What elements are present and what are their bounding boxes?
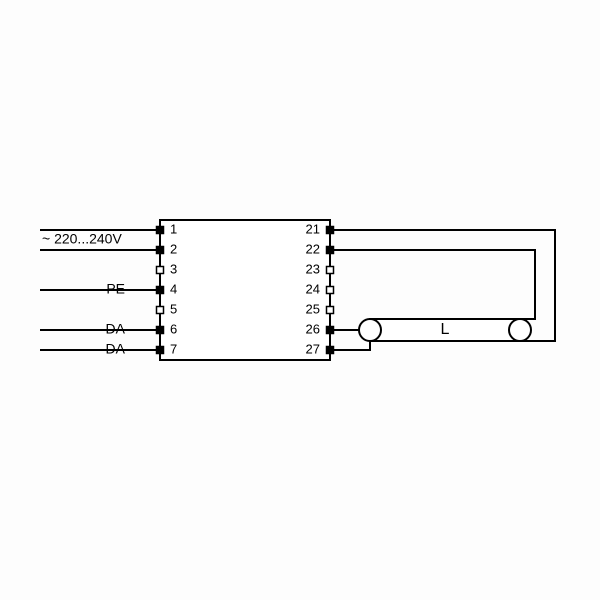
lamp-label: L	[441, 321, 450, 338]
right-terminal-25	[327, 307, 334, 314]
left-terminal-num-7: 7	[170, 341, 177, 356]
right-terminal-num-27: 27	[306, 341, 320, 356]
right-terminal-num-21: 21	[306, 221, 320, 236]
left-terminal-5	[157, 307, 164, 314]
left-terminal-num-6: 6	[170, 321, 177, 336]
ballast-box	[160, 220, 330, 360]
left-terminal-num-2: 2	[170, 241, 177, 256]
left-terminal-num-1: 1	[170, 221, 177, 236]
wire-27-to-lamp	[330, 341, 370, 350]
lamp-end-right	[509, 319, 531, 341]
voltage-label: ~ 220...240V	[42, 231, 122, 247]
right-terminal-num-24: 24	[306, 281, 320, 296]
right-terminal-num-25: 25	[306, 301, 320, 316]
left-terminal-num-5: 5	[170, 301, 177, 316]
da-label-1: DA	[106, 321, 126, 337]
left-terminal-3	[157, 267, 164, 274]
lamp-end-left	[359, 319, 381, 341]
da-label-2: DA	[106, 341, 126, 357]
right-terminal-num-26: 26	[306, 321, 320, 336]
right-terminal-24	[327, 287, 334, 294]
right-terminal-23	[327, 267, 334, 274]
pe-label: PE	[106, 281, 125, 297]
right-terminal-num-23: 23	[306, 261, 320, 276]
left-terminal-num-3: 3	[170, 261, 177, 276]
right-terminal-num-22: 22	[306, 241, 320, 256]
wire-22-to-lamp	[330, 250, 535, 319]
left-terminal-num-4: 4	[170, 281, 177, 296]
